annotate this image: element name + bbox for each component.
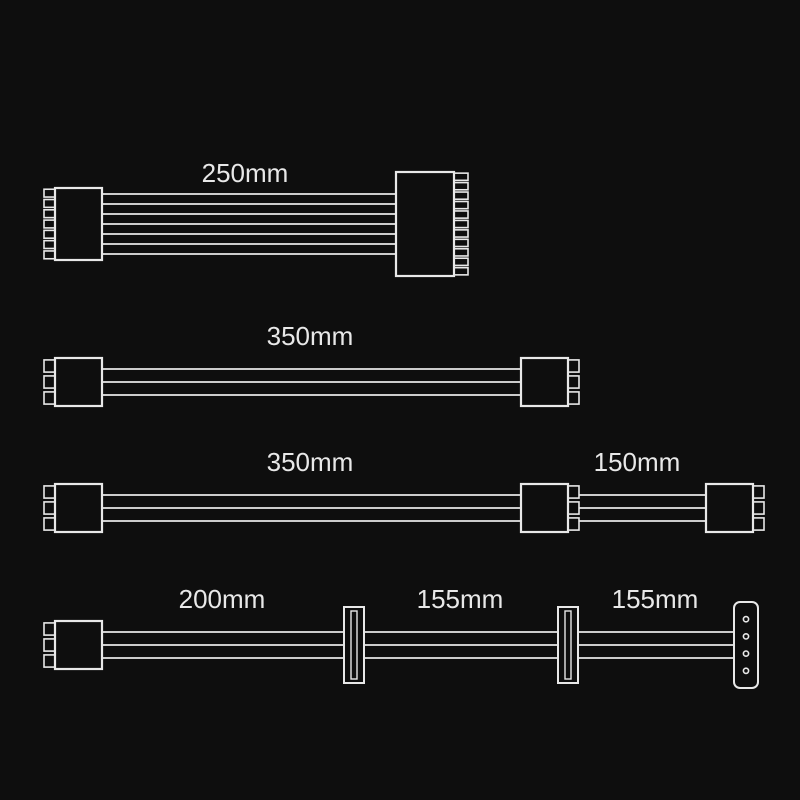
cable2-length-label: 350mm	[267, 321, 354, 351]
cable4-length-label-3: 155mm	[612, 584, 699, 614]
cable3-length-label-1: 350mm	[267, 447, 354, 477]
cable4-length-label-2: 155mm	[417, 584, 504, 614]
cable1-length-label: 250mm	[202, 158, 289, 188]
cable4-length-label-1: 200mm	[179, 584, 266, 614]
cable3-length-label-2: 150mm	[594, 447, 681, 477]
